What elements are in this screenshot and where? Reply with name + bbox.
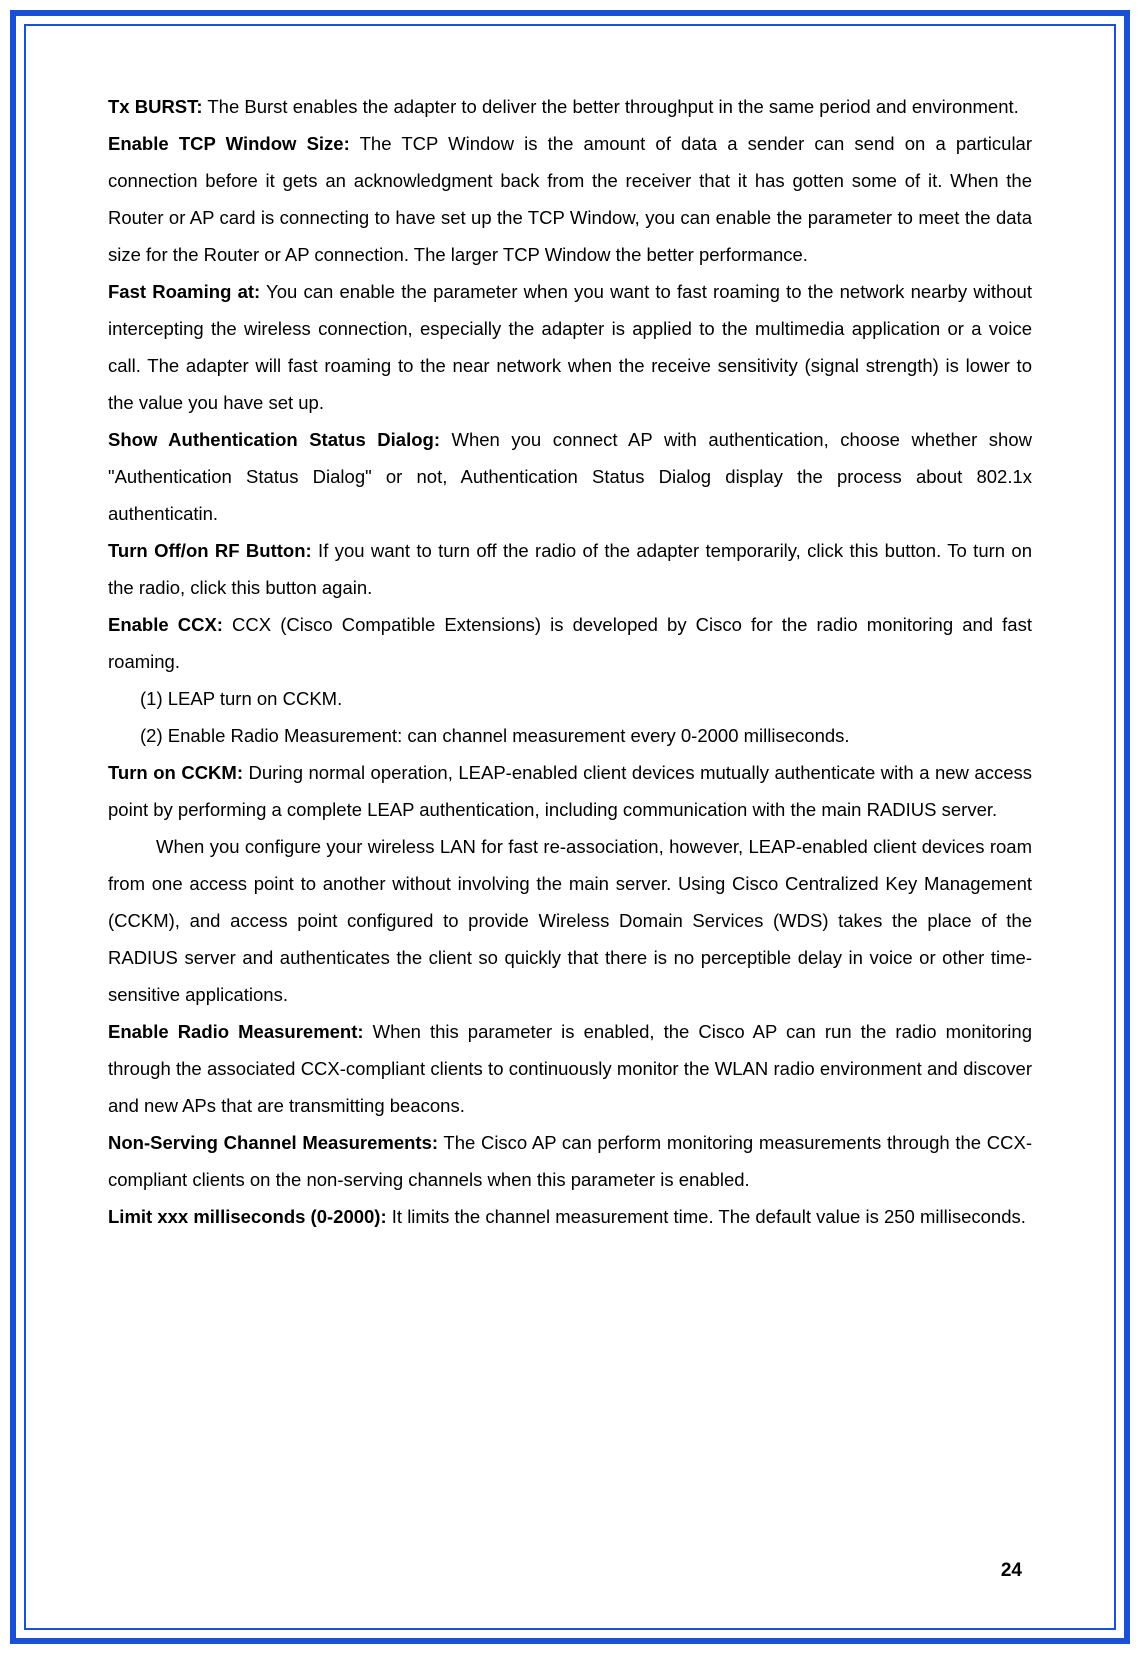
list-item-1: (1) LEAP turn on CCKM. <box>108 680 1032 717</box>
paragraph-enable-ccx: Enable CCX: CCX (Cisco Compatible Extens… <box>108 606 1032 680</box>
text-limit: It limits the channel measurement time. … <box>387 1206 1026 1227</box>
label-tx-burst: Tx BURST: <box>108 96 203 117</box>
label-non-serving: Non-Serving Channel Measurements: <box>108 1132 438 1153</box>
label-limit: Limit xxx milliseconds (0-2000): <box>108 1206 387 1227</box>
page-number: 24 <box>1001 1560 1022 1582</box>
label-tcp-window: Enable TCP Window Size: <box>108 133 350 154</box>
label-show-auth: Show Authentication Status Dialog: <box>108 429 440 450</box>
paragraph-fast-roaming: Fast Roaming at: You can enable the para… <box>108 273 1032 421</box>
paragraph-limit: Limit xxx milliseconds (0-2000): It limi… <box>108 1198 1032 1235</box>
paragraph-non-serving: Non-Serving Channel Measurements: The Ci… <box>108 1124 1032 1198</box>
text-enable-ccx: CCX (Cisco Compatible Extensions) is dev… <box>108 614 1032 672</box>
paragraph-turn-on-cckm: Turn on CCKM: During normal operation, L… <box>108 754 1032 828</box>
paragraph-turn-off-rf: Turn Off/on RF Button: If you want to tu… <box>108 532 1032 606</box>
list-item-2: (2) Enable Radio Measurement: can channe… <box>108 717 1032 754</box>
label-fast-roaming: Fast Roaming at: <box>108 281 260 302</box>
text-tx-burst: The Burst enables the adapter to deliver… <box>203 96 1019 117</box>
label-turn-off-rf: Turn Off/on RF Button: <box>108 540 312 561</box>
document-content: Tx BURST: The Burst enables the adapter … <box>108 88 1032 1235</box>
label-turn-on-cckm: Turn on CCKM: <box>108 762 243 783</box>
paragraph-tx-burst: Tx BURST: The Burst enables the adapter … <box>108 88 1032 125</box>
paragraph-show-auth: Show Authentication Status Dialog: When … <box>108 421 1032 532</box>
label-enable-ccx: Enable CCX: <box>108 614 223 635</box>
paragraph-tcp-window: Enable TCP Window Size: The TCP Window i… <box>108 125 1032 273</box>
paragraph-enable-radio: Enable Radio Measurement: When this para… <box>108 1013 1032 1124</box>
text-turn-on-cckm: During normal operation, LEAP-enabled cl… <box>108 762 1032 820</box>
label-enable-radio: Enable Radio Measurement: <box>108 1021 364 1042</box>
paragraph-cckm-continuation: When you configure your wireless LAN for… <box>108 828 1032 1013</box>
